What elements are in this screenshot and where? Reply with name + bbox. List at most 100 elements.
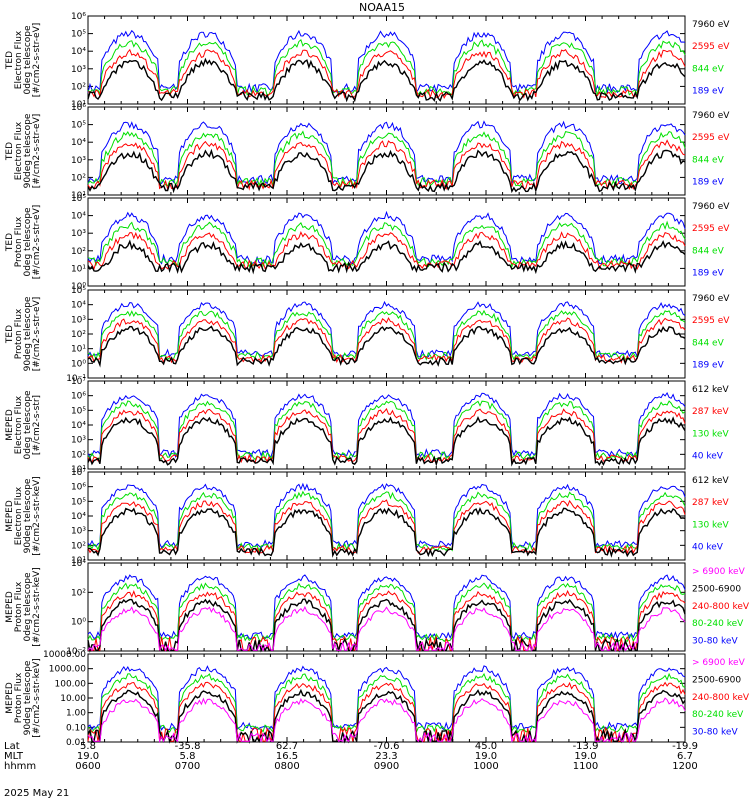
y-tick-label: 1000.00 <box>49 665 86 675</box>
y-axis-label: Proton Flux <box>14 308 24 359</box>
footer-mlt-value: 16.5 <box>276 751 298 762</box>
footer-hhmm-value: 0800 <box>274 761 299 772</box>
y-tick-label: 10⁰ <box>71 618 86 628</box>
y-tick-label: 10⁷ <box>71 468 86 478</box>
y-tick-label: 10⁵ <box>71 121 86 131</box>
series-trace <box>87 325 686 368</box>
legend-entry: 844 eV <box>692 338 725 348</box>
series-trace <box>87 672 686 734</box>
series-trace <box>87 130 686 188</box>
series-trace <box>87 582 686 643</box>
y-tick-label: 10⁵ <box>71 406 86 416</box>
y-tick-label: 10¹ <box>71 191 86 201</box>
footer-lat-value: -35.8 <box>175 741 201 752</box>
legend-entry: 2595 eV <box>692 224 730 234</box>
footer-lat-value: 62.7 <box>276 741 298 752</box>
series-trace <box>87 697 686 744</box>
y-axis-label: 90deg telescope <box>23 478 33 553</box>
series-trace <box>87 482 686 549</box>
legend-entry: 130 keV <box>692 520 729 530</box>
series-trace <box>87 574 686 640</box>
legend-entry: 189 eV <box>692 269 725 279</box>
series-trace <box>87 391 686 459</box>
y-tick-label: 10¹ <box>71 345 86 355</box>
panel-6: 10¹ 10² 10³ 10⁴ 10⁵ 10⁶ 10⁷ MEPED Electron Flux 9… <box>5 468 729 566</box>
legend-entry: 30-80 keV <box>692 637 738 647</box>
series-trace <box>87 148 686 194</box>
y-tick-label: 10⁻² <box>66 647 86 657</box>
legend-entry: 2595 eV <box>692 133 730 143</box>
series-trace <box>87 57 686 103</box>
series-trace <box>87 220 686 269</box>
y-axis-label: MEPED <box>5 409 15 441</box>
legend-entry: 7960 eV <box>692 20 730 30</box>
y-tick-label: 10⁴ <box>71 301 86 311</box>
y-tick-label: 10⁰ <box>71 359 86 369</box>
series-trace <box>87 139 686 191</box>
y-tick-label: 10⁴ <box>71 421 86 431</box>
legend-entry: 612 keV <box>692 476 729 486</box>
legend-entry: 80-240 keV <box>692 619 744 629</box>
y-axis-label: [#/cm2-s-str-keV] <box>32 658 42 737</box>
series-trace <box>87 39 686 97</box>
legend-entry: 130 keV <box>692 429 729 439</box>
footer-lat-value: -19.9 <box>672 741 698 752</box>
series-trace <box>87 239 686 275</box>
series-trace <box>88 589 686 651</box>
y-tick-label: 10⁴ <box>71 512 86 522</box>
y-tick-label: 10⁵ <box>71 286 86 296</box>
legend-entry: > 6900 keV <box>692 658 746 668</box>
y-tick-label: 10³ <box>71 436 86 446</box>
series-trace <box>87 29 686 95</box>
legend-entry: 2595 eV <box>692 316 730 326</box>
footer-hhmm-value: 1100 <box>573 761 598 772</box>
footer-row-label: MLT <box>4 751 24 762</box>
footer-lat-value: 5.8 <box>80 741 96 752</box>
legend-entry: 7960 eV <box>692 202 730 212</box>
y-tick-label: 10⁶ <box>71 12 86 22</box>
y-tick-label: 10⁵ <box>71 194 86 204</box>
footer-mlt-value: 19.0 <box>77 751 99 762</box>
footer-mlt-value: 23.3 <box>375 751 397 762</box>
legend-entry: 7960 eV <box>692 111 730 121</box>
y-tick-label: 100.00 <box>55 679 87 689</box>
footer-mlt-value: 6.7 <box>677 751 693 762</box>
legend-entry: 40 keV <box>692 452 724 462</box>
series-trace <box>87 309 686 362</box>
y-tick-label: 10³ <box>71 527 86 537</box>
series-trace <box>87 48 686 100</box>
y-tick-label: 10⁻¹ <box>66 374 86 384</box>
y-axis-label: TED <box>5 325 15 344</box>
y-tick-label: 10⁶ <box>71 103 86 113</box>
series-trace <box>87 499 686 555</box>
y-tick-label: 10² <box>71 330 86 340</box>
series-trace <box>87 316 686 364</box>
footer-mlt-value: 19.0 <box>475 751 497 762</box>
y-tick-label: 10⁶ <box>71 392 86 402</box>
y-axis-label: Proton Flux <box>14 672 24 723</box>
y-axis-label: 0deg telescope <box>23 390 33 460</box>
y-axis-label: 0deg telescope <box>23 25 33 95</box>
footer-hhmm-value: 1200 <box>672 761 697 772</box>
series-trace <box>87 688 686 745</box>
legend-entry: 240-800 keV <box>692 693 750 703</box>
y-axis-label: MEPED <box>5 682 15 714</box>
panel-3: 10⁰ 10¹ 10² 10³ 10⁴ 10⁵ TED Proton Flux 0deg tel… <box>5 194 730 292</box>
series-trace <box>87 665 686 732</box>
y-axis-label: 0deg telescope <box>23 572 33 642</box>
panel-2: 10¹ 10² 10³ 10⁴ 10⁵ 10⁶ TED Electron Flux 90deg … <box>5 103 730 201</box>
y-tick-label: 10⁰ <box>71 282 86 292</box>
legend-entry: 7960 eV <box>692 294 730 304</box>
chart-title: NOAA15 <box>359 1 405 14</box>
y-tick-label: 0.01 <box>66 738 86 748</box>
legend-entry: 189 eV <box>692 361 725 371</box>
y-axis-label: [#/cm2-s-str-eV] <box>32 297 42 372</box>
y-tick-label: 10² <box>71 82 86 92</box>
y-axis-label: Proton Flux <box>14 216 24 267</box>
legend-entry: 189 eV <box>692 178 725 188</box>
y-tick-label: 10⁴ <box>71 212 86 222</box>
legend-entry: 844 eV <box>692 155 725 165</box>
footer-lat-value: -70.6 <box>374 741 400 752</box>
series-trace <box>87 681 686 744</box>
y-tick-label: 10000.00 <box>43 650 86 660</box>
